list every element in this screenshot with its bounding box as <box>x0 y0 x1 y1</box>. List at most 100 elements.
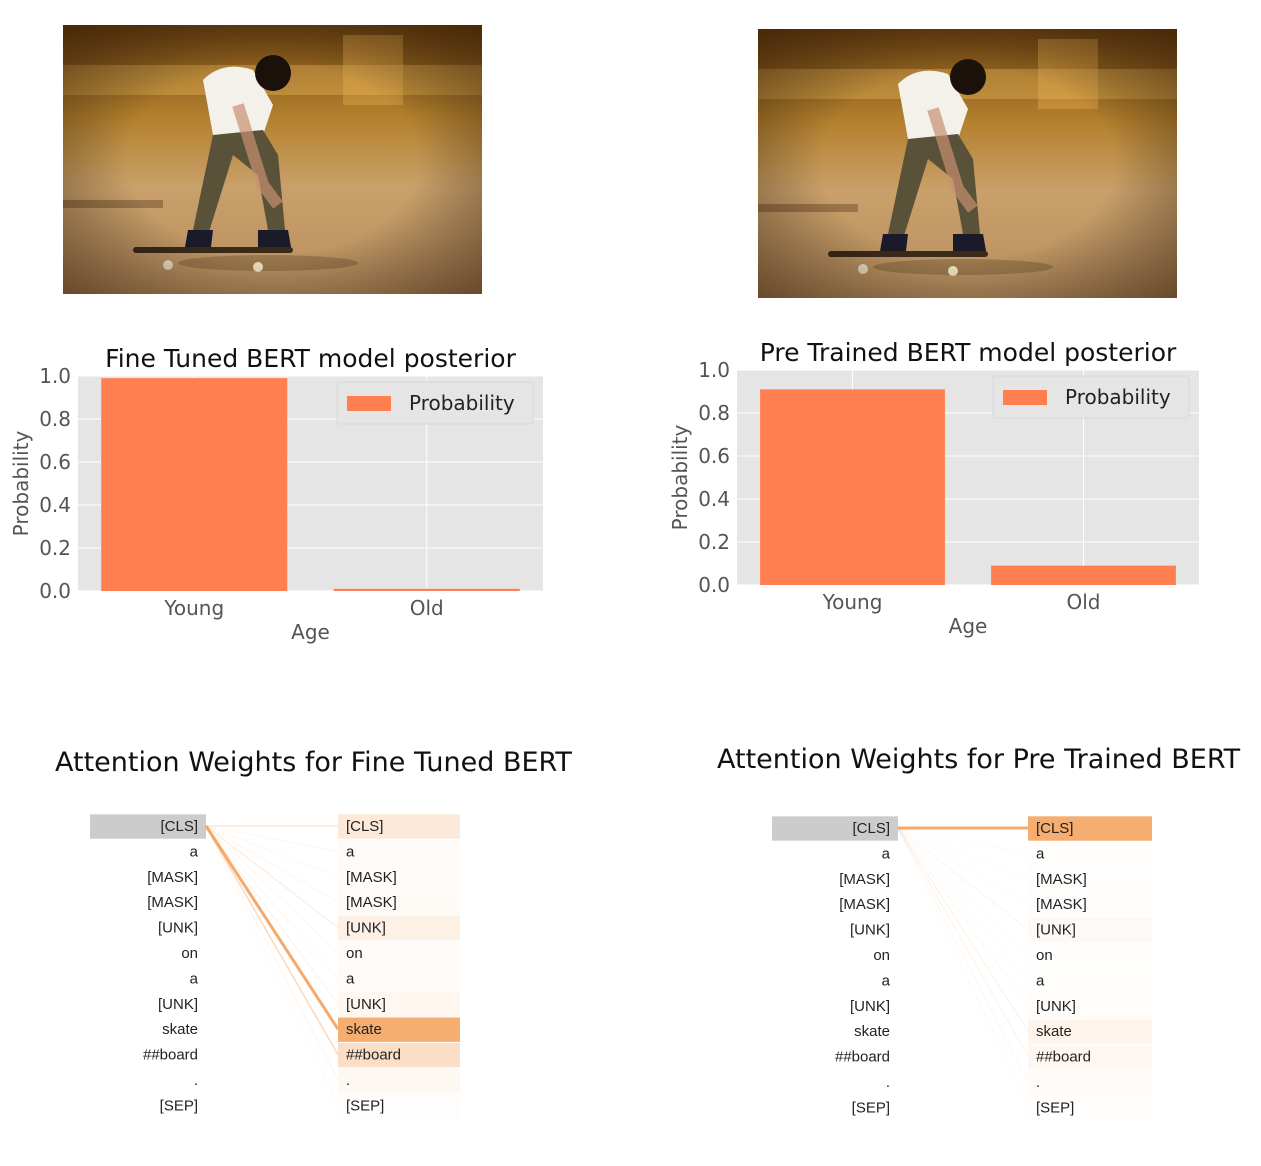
bar-chart-pre-trained: 0.0 0.2 0.4 0.6 0.8 1.0 Young Old Age Probability… <box>660 334 1220 644</box>
query-token: [UNK] <box>158 920 198 937</box>
y-tick-label: 0.6 <box>698 444 730 468</box>
key-weight-highlight <box>1027 1070 1152 1095</box>
bar-young <box>760 389 945 585</box>
y-tick-label: 0.6 <box>39 450 71 474</box>
key-token: a <box>346 970 355 987</box>
y-axis-label: Probability <box>9 430 33 536</box>
skateboarder-photo-left <box>63 25 482 294</box>
attention-line <box>205 825 339 903</box>
key-weight-highlight <box>1028 842 1152 866</box>
legend-box <box>336 381 534 425</box>
key-weight-highlight <box>337 839 460 865</box>
attention-line <box>205 825 339 1081</box>
key-token: on <box>346 945 363 962</box>
skateboarder-photo-icon <box>758 29 1177 298</box>
key-weight-highlight <box>337 1068 460 1093</box>
attention-line <box>897 827 1029 1032</box>
skateboarder-photo-icon <box>63 25 482 294</box>
query-highlight <box>90 814 207 839</box>
y-tick-label: 0.0 <box>39 579 71 603</box>
skateboarder-photo-right <box>758 29 1177 298</box>
key-token: [MASK] <box>346 894 397 911</box>
query-token: [CLS] <box>161 818 198 835</box>
x-tick-label: Young <box>822 590 883 614</box>
key-weight-highlight <box>1027 1044 1152 1070</box>
attention-line <box>205 825 339 878</box>
bar-old <box>991 565 1176 585</box>
attention-line <box>897 827 1029 854</box>
query-token: a <box>190 843 199 860</box>
attention-line <box>897 827 1029 930</box>
attention-diagram-pre-trained: [CLS] [CLS] a a [MASK] [MASK] [MASK] [MASK] [UNK… <box>772 815 1156 1140</box>
y-tick-label: 0.4 <box>698 487 730 511</box>
key-weight-highlight <box>337 890 460 915</box>
legend-label: Probability <box>1065 385 1171 409</box>
key-weight-highlight <box>1027 917 1152 943</box>
query-token: a <box>882 845 891 862</box>
key-token: on <box>1036 947 1053 964</box>
attention-line <box>205 825 339 1055</box>
attention-line <box>205 825 339 929</box>
query-token: [MASK] <box>839 896 890 913</box>
y-tick-label: 0.8 <box>39 407 71 431</box>
x-axis-label: Age <box>949 614 988 638</box>
attention-diagram-fine-tuned: [CLS] [CLS] a a [MASK] [MASK] [MASK] [MASK] [UNK… <box>90 813 464 1138</box>
key-token: [UNK] <box>346 996 386 1013</box>
attention-line <box>897 827 1029 1108</box>
key-token: [SEP] <box>346 1097 384 1114</box>
key-token: ##board <box>1036 1049 1091 1066</box>
query-token: skate <box>854 1023 890 1040</box>
key-weight-highlight <box>337 992 460 1017</box>
attention-line <box>205 825 339 1005</box>
attention-line <box>205 825 339 1106</box>
query-token: [MASK] <box>147 869 198 886</box>
key-token: [UNK] <box>1036 998 1076 1015</box>
legend-box <box>992 375 1190 419</box>
key-weight-highlight <box>1027 816 1152 841</box>
key-token: skate <box>346 1021 382 1038</box>
key-token: a <box>1036 972 1045 989</box>
query-token: on <box>873 947 890 964</box>
bar-chart-fine-tuned: 0.0 0.2 0.4 0.6 0.8 1.0 Young Old Age Probability… <box>0 340 560 650</box>
legend-swatch <box>1003 390 1047 405</box>
attention-title-pre-trained: Attention Weights for Pre Trained BERT <box>717 744 1241 775</box>
key-token: [CLS] <box>346 818 383 835</box>
x-axis-label: Age <box>291 620 330 644</box>
query-token: [MASK] <box>147 894 198 911</box>
key-token: [MASK] <box>1036 871 1087 888</box>
key-weight-highlight <box>1027 1019 1152 1044</box>
attention-line <box>897 827 1029 1083</box>
attention-line <box>205 825 339 979</box>
key-weight-highlight <box>337 941 460 966</box>
key-token: [SEP] <box>1036 1099 1074 1116</box>
y-tick-label: 0.2 <box>39 536 71 560</box>
query-token: a <box>882 972 891 989</box>
key-token: . <box>346 1072 350 1089</box>
query-token: [CLS] <box>853 820 890 837</box>
query-token: [UNK] <box>850 922 890 939</box>
y-tick-label: 0.4 <box>39 493 71 517</box>
attention-line <box>897 827 1029 905</box>
query-highlight <box>772 816 899 841</box>
query-token: ##board <box>835 1049 890 1066</box>
key-weight-highlight <box>337 814 460 839</box>
query-token: . <box>886 1074 890 1091</box>
legend-label: Probability <box>409 391 515 415</box>
query-token: on <box>181 945 198 962</box>
y-axis-label: Probability <box>668 424 692 530</box>
attention-line <box>897 827 1029 1057</box>
y-tick-label: 0.2 <box>698 530 730 554</box>
attention-line <box>897 827 1029 956</box>
key-weight-highlight <box>1028 969 1152 993</box>
query-token: [MASK] <box>839 871 890 888</box>
key-token: . <box>1036 1074 1040 1091</box>
query-token: [UNK] <box>158 996 198 1013</box>
attention-line <box>205 825 339 852</box>
query-token: [UNK] <box>850 998 890 1015</box>
key-weight-highlight <box>337 865 460 890</box>
attention-line <box>897 827 1029 981</box>
attention-title-fine-tuned: Attention Weights for Fine Tuned BERT <box>55 747 572 778</box>
bar-old <box>333 588 520 591</box>
y-tick-label: 0.0 <box>698 573 730 597</box>
key-token: [MASK] <box>1036 896 1087 913</box>
